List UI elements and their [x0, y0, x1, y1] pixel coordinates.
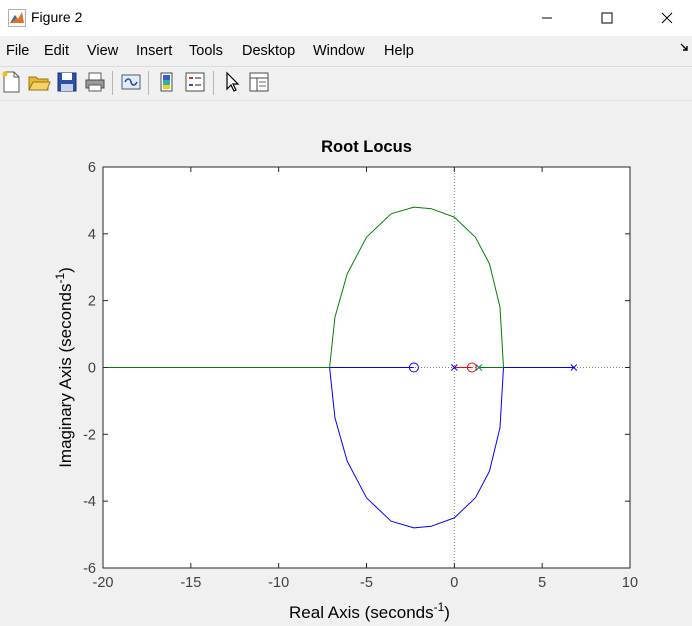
menu-edit[interactable]: Edit	[44, 43, 69, 59]
window-title: Figure 2	[31, 9, 83, 25]
figure-canvas: -20 -15 -10 -5 0 5 10 -6 -4 -2 0 2 4 6 Root Locus Rea…	[0, 100, 692, 626]
menu-file[interactable]: File	[6, 43, 30, 59]
menu-insert[interactable]: Insert	[136, 43, 173, 59]
open-file-icon[interactable]	[27, 70, 51, 94]
y-tick-label: 0	[88, 361, 96, 377]
y-tick-label: 2	[88, 294, 96, 310]
menu-tools[interactable]: Tools	[189, 43, 223, 59]
x-tick-label: -10	[268, 575, 289, 591]
toolbar-separator	[213, 71, 214, 95]
save-figure-icon[interactable]	[55, 70, 79, 94]
locus-branch-green-segment-1	[329, 206, 504, 368]
x-tick-label: -15	[180, 575, 201, 591]
pole-marker	[570, 364, 578, 371]
x-tick-label: 0	[450, 575, 458, 591]
toolbar-separator	[148, 71, 149, 95]
zero-marker	[408, 362, 419, 373]
y-tick-label: 6	[88, 160, 96, 176]
minimize-icon	[542, 17, 552, 19]
menu-bar: File Edit View Insert Tools Desktop Wind…	[0, 36, 692, 67]
dock-figure-icon[interactable]	[680, 42, 690, 52]
y-tick-label: -6	[83, 561, 96, 577]
matlab-logo-icon	[8, 9, 26, 27]
colorbar-icon[interactable]	[155, 70, 179, 94]
zero-marker	[466, 362, 477, 373]
figure-toolbar	[0, 67, 692, 99]
new-figure-icon[interactable]	[0, 70, 24, 94]
y-tick-label: 4	[88, 227, 96, 243]
x-tick-label: 10	[622, 575, 638, 591]
maximize-button[interactable]	[584, 0, 630, 36]
property-inspector-icon[interactable]	[247, 70, 271, 94]
locus-branch-blue-segment-1	[329, 367, 504, 529]
toolbar-separator	[112, 71, 113, 95]
menu-desktop[interactable]: Desktop	[242, 43, 296, 59]
y-tick-label: -4	[83, 494, 96, 510]
maximize-icon	[601, 12, 613, 24]
close-icon	[661, 12, 673, 24]
minimize-button[interactable]	[524, 0, 570, 36]
pole-marker	[450, 364, 458, 371]
print-figure-icon[interactable]	[83, 70, 107, 94]
chart-title: Root Locus	[321, 138, 412, 156]
x-tick-label: -5	[360, 575, 373, 591]
close-button[interactable]	[644, 0, 690, 36]
link-plot-icon[interactable]	[119, 70, 143, 94]
menu-window[interactable]: Window	[313, 43, 365, 59]
x-axis-label: Real Axis (seconds-1)	[289, 600, 450, 622]
menu-view[interactable]: View	[87, 43, 119, 59]
y-axis-label: Imaginary Axis (seconds-1)	[53, 267, 75, 468]
x-tick-label: 5	[538, 575, 546, 591]
legend-icon[interactable]	[183, 70, 207, 94]
pole-marker	[475, 364, 483, 371]
x-tick-label: -20	[93, 575, 114, 591]
y-tick-label: -2	[83, 427, 96, 443]
edit-plot-pointer-icon[interactable]	[220, 70, 244, 94]
title-bar: Figure 2	[0, 0, 692, 36]
menu-help[interactable]: Help	[384, 43, 414, 59]
